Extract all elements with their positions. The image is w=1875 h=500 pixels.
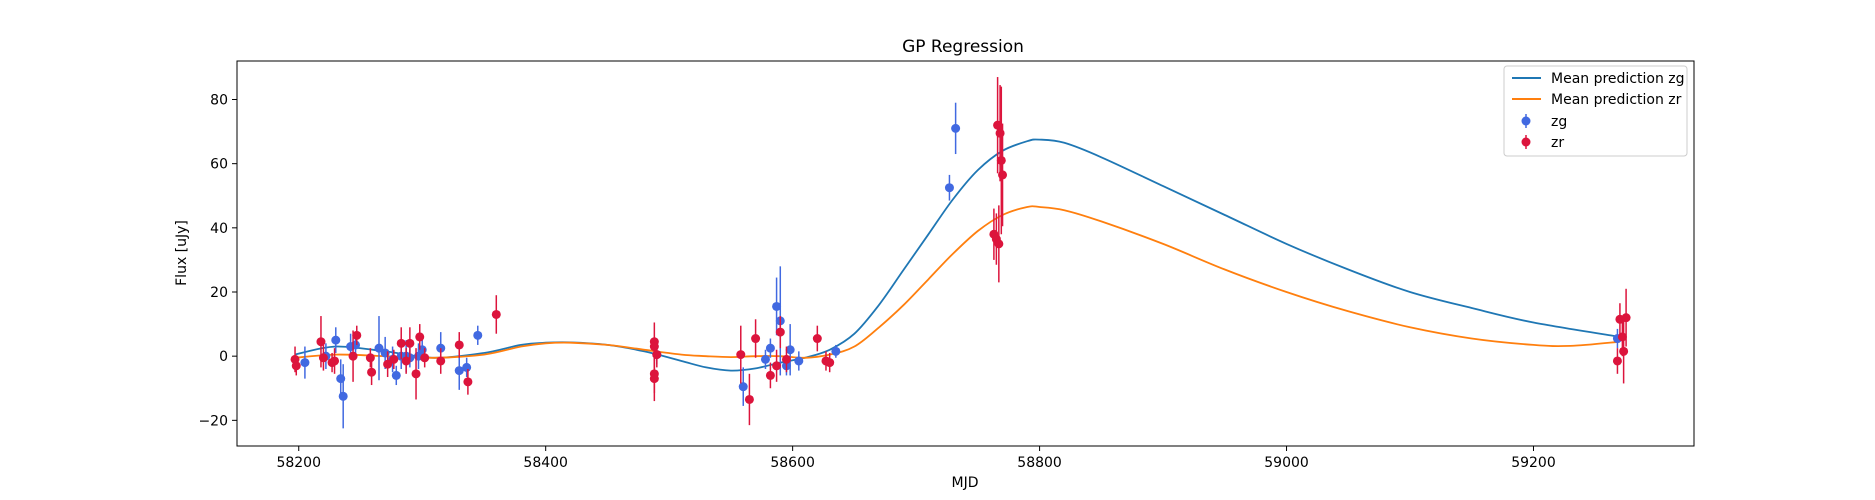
data-point-zg xyxy=(794,356,804,366)
data-point-zr xyxy=(405,338,415,348)
data-point-zg xyxy=(300,358,310,368)
y-tick-label: 40 xyxy=(210,221,228,237)
plot-area xyxy=(237,61,1694,446)
data-point-zr xyxy=(454,340,464,350)
data-point-zr xyxy=(812,334,822,344)
legend-swatch-zg-marker xyxy=(1521,116,1531,126)
data-point-zr xyxy=(1621,313,1631,323)
data-point-zr xyxy=(463,377,473,387)
x-axis-ticks: 58200 58400 58600 58800 59000 59200 xyxy=(276,446,1556,471)
data-point-zg xyxy=(831,346,841,356)
data-point-zr xyxy=(765,370,775,380)
data-point-zr xyxy=(1612,356,1622,366)
data-point-zr xyxy=(318,353,328,363)
x-tick-label: 58800 xyxy=(1017,455,1062,471)
y-axis-ticks: −20 0 20 40 60 80 xyxy=(198,93,237,429)
data-point-zr xyxy=(744,394,754,404)
data-point-zr xyxy=(736,350,746,360)
data-point-zr xyxy=(383,359,393,369)
y-tick-label: 60 xyxy=(210,157,228,173)
data-point-zr xyxy=(649,374,659,384)
legend-label-zg-mean: Mean prediction zg xyxy=(1551,71,1685,87)
x-tick-label: 58600 xyxy=(770,455,815,471)
data-point-zg xyxy=(772,301,782,311)
data-point-zr xyxy=(396,338,406,348)
data-point-zg xyxy=(374,343,384,353)
data-point-zr xyxy=(436,356,446,366)
data-point-zr xyxy=(491,309,501,319)
data-point-zr xyxy=(291,361,301,371)
legend-label-zg: zg xyxy=(1551,114,1567,130)
data-point-zg xyxy=(338,391,348,401)
data-point-zr xyxy=(348,351,358,361)
data-point-zg xyxy=(331,335,341,345)
data-point-zg xyxy=(765,343,775,353)
legend-label-zr-mean: Mean prediction zr xyxy=(1551,92,1682,108)
data-point-zr xyxy=(825,358,835,368)
mean-prediction-lines xyxy=(294,138,1621,372)
chart-title: GP Regression xyxy=(902,37,1024,57)
x-tick-label: 58400 xyxy=(523,455,568,471)
legend-frame xyxy=(1503,65,1688,157)
data-point-zr xyxy=(652,350,662,360)
legend-swatch-zr-marker xyxy=(1521,137,1531,147)
y-tick-label: 20 xyxy=(210,285,228,301)
x-tick-label: 59000 xyxy=(1264,455,1309,471)
legend-label-zr: zr xyxy=(1551,135,1564,151)
data-point-zr xyxy=(330,356,340,366)
data-point-zr xyxy=(316,337,326,347)
plot-frame xyxy=(236,60,1695,447)
data-point-zr xyxy=(365,353,375,363)
y-tick-label: −20 xyxy=(198,413,228,429)
data-point-zr xyxy=(1617,332,1627,342)
data-point-zr xyxy=(367,367,377,377)
data-point-zr xyxy=(772,361,782,371)
data-point-zr xyxy=(994,239,1004,249)
legend: Mean prediction zg Mean prediction zr zg… xyxy=(1503,65,1688,157)
data-point-zr xyxy=(420,353,430,363)
data-point-zg xyxy=(951,123,961,133)
data-point-zg xyxy=(785,345,795,355)
data-point-zg xyxy=(944,183,954,193)
x-tick-label: 58200 xyxy=(276,455,321,471)
y-axis-label: Flux [uJy] xyxy=(174,220,190,286)
data-point-zg xyxy=(391,370,401,380)
data-point-zr xyxy=(996,155,1006,165)
mean-prediction-line-zr xyxy=(294,205,1620,359)
data-point-zg xyxy=(473,330,483,340)
data-point-zr xyxy=(998,170,1008,180)
data-point-zr xyxy=(411,369,421,379)
data-point-zr xyxy=(389,354,399,364)
data-point-zg xyxy=(738,382,748,392)
x-tick-label: 59200 xyxy=(1511,455,1556,471)
data-point-zr xyxy=(1619,346,1629,356)
x-axis-label: MJD xyxy=(952,475,979,491)
observation-points xyxy=(290,77,1631,429)
data-point-zr xyxy=(775,327,785,337)
y-tick-label: 0 xyxy=(219,349,228,365)
data-point-zr xyxy=(352,330,362,340)
data-point-zr xyxy=(415,332,425,342)
data-point-zr xyxy=(401,356,411,366)
data-point-zg xyxy=(462,362,472,372)
y-tick-label: 80 xyxy=(210,93,228,109)
data-point-zr xyxy=(781,354,791,364)
data-point-zg xyxy=(760,354,770,364)
data-point-zr xyxy=(751,334,761,344)
data-point-zg xyxy=(454,366,464,376)
